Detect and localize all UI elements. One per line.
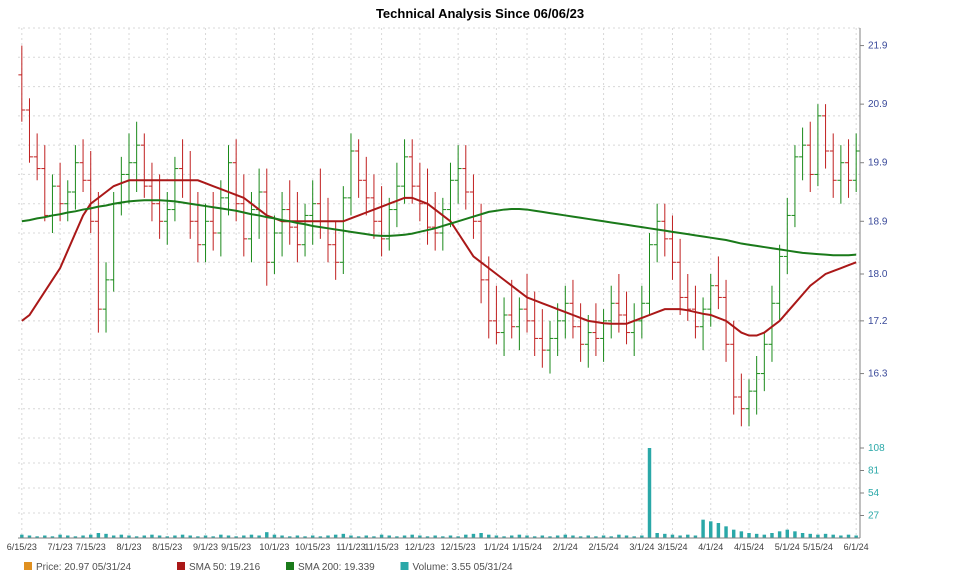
volume-bar	[732, 530, 735, 538]
x-axis-label: 6/15/23	[7, 542, 37, 552]
x-axis-label: 11/15/23	[364, 542, 398, 552]
volume-bar	[472, 534, 475, 538]
x-axis-label: 2/1/24	[553, 542, 578, 552]
volume-bar	[778, 531, 781, 538]
legend-sma50-swatch	[177, 562, 185, 570]
x-axis-label: 5/15/24	[803, 542, 833, 552]
volume-bar	[663, 534, 666, 538]
x-axis-label: 4/1/24	[698, 542, 723, 552]
legend-sma200-label: SMA 200: 19.339	[298, 562, 375, 573]
legend-sma200-swatch	[286, 562, 294, 570]
x-axis-label: 3/15/24	[657, 542, 687, 552]
chart-svg: 6/15/23 7/1/237/15/23 8/1/23 8/15/23 9/1/239…	[0, 0, 960, 576]
volume-bar	[717, 523, 720, 538]
price-axis-label: 21.9	[868, 41, 888, 52]
legend-price-swatch	[24, 562, 32, 570]
volume-bar	[97, 533, 100, 538]
volume-axis-label: 81	[868, 466, 880, 477]
price-axis-label: 17.2	[868, 316, 888, 327]
volume-bar	[648, 448, 651, 538]
x-axis-label: 1/15/24	[512, 542, 542, 552]
price-axis-label: 18.0	[868, 269, 888, 280]
x-axis-label: 6/1/24	[844, 542, 869, 552]
price-axis-label: 16.3	[868, 369, 888, 380]
volume-bar	[104, 534, 107, 538]
x-axis-label: 1/1/24	[484, 542, 509, 552]
volume-bar	[265, 532, 268, 538]
volume-axis-label: 108	[868, 443, 885, 454]
volume-bar	[655, 533, 658, 538]
x-axis-label: 10/1/23	[259, 542, 289, 552]
x-axis-label: 5/1/24	[775, 542, 800, 552]
volume-bar	[701, 520, 704, 538]
x-axis-label: 9/1/23	[193, 542, 218, 552]
volume-bar	[786, 530, 789, 538]
volume-bar	[755, 534, 758, 538]
x-axis-label: 7/1/23	[48, 542, 73, 552]
volume-bar	[740, 531, 743, 538]
legend-volume-swatch	[401, 562, 409, 570]
x-axis-label: 2/15/24	[589, 542, 619, 552]
chart-title: Technical Analysis Since 06/06/23	[0, 6, 960, 21]
volume-bar	[479, 533, 482, 538]
price-axis-label: 20.9	[868, 99, 888, 110]
legend-sma50-label: SMA 50: 19.216	[189, 562, 261, 573]
volume-bar	[770, 533, 773, 538]
volume-bar	[342, 534, 345, 538]
x-axis-label: 8/15/23	[152, 542, 182, 552]
x-axis-label: 8/1/23	[116, 542, 141, 552]
volume-bar	[709, 521, 712, 538]
volume-bar	[801, 533, 804, 538]
price-axis-label: 18.9	[868, 216, 888, 227]
x-axis-label: 4/15/24	[734, 542, 764, 552]
x-axis-label: 3/1/24	[629, 542, 654, 552]
volume-bar	[824, 534, 827, 538]
volume-axis-label: 27	[868, 511, 880, 522]
x-axis-label: 11/1/23	[336, 542, 365, 552]
x-axis-label: 9/15/23	[221, 542, 251, 552]
legend-volume-label: Volume: 3.55 05/31/24	[413, 562, 514, 573]
volume-bar	[809, 534, 812, 538]
x-axis-label: 12/15/23	[441, 542, 476, 552]
legend-price-label: Price: 20.97 05/31/24	[36, 562, 132, 573]
volume-bar	[747, 533, 750, 538]
x-axis-label: 7/15/23	[76, 542, 106, 552]
sma200-line	[22, 200, 856, 255]
volume-bar	[724, 526, 727, 538]
x-axis-label: 12/1/23	[405, 542, 435, 552]
volume-bar	[793, 531, 796, 538]
price-axis-label: 19.9	[868, 158, 888, 169]
volume-axis-label: 54	[868, 488, 880, 499]
x-axis-label: 10/15/23	[295, 542, 330, 552]
